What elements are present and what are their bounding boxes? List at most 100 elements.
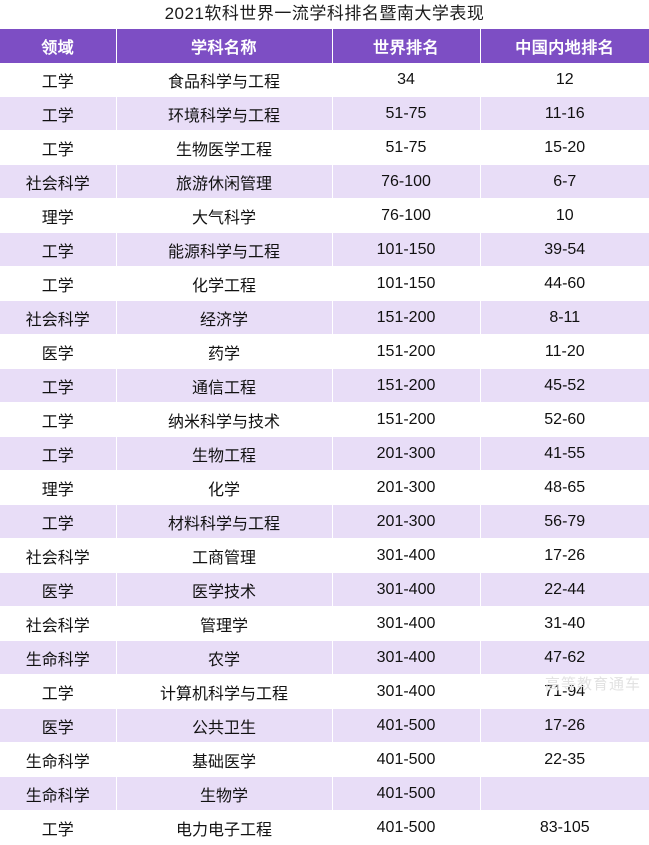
cell-china-rank: 17-26 — [480, 708, 649, 743]
cell-subject: 生物医学工程 — [116, 130, 333, 165]
cell-china-rank: 17-26 — [480, 538, 649, 573]
cell-subject: 农学 — [116, 640, 333, 675]
cell-subject: 计算机科学与工程 — [116, 674, 333, 709]
table-row: 工学 通信工程 151-200 45-52 — [0, 368, 649, 403]
cell-china-rank: 11-20 — [480, 334, 649, 369]
cell-china-rank: 10 — [480, 198, 649, 233]
cell-subject: 纳米科学与技术 — [116, 402, 333, 437]
column-header-field: 领域 — [0, 29, 117, 63]
cell-field: 工学 — [0, 674, 117, 709]
table-row: 社会科学 经济学 151-200 8-11 — [0, 300, 649, 335]
cell-china-rank: 39-54 — [480, 232, 649, 267]
table-row: 生命科学 生物学 401-500 — [0, 776, 649, 811]
cell-china-rank: 8-11 — [480, 300, 649, 335]
table-row: 工学 能源科学与工程 101-150 39-54 — [0, 232, 649, 267]
cell-subject: 公共卫生 — [116, 708, 333, 743]
cell-subject: 材料科学与工程 — [116, 504, 333, 539]
cell-subject: 化学 — [116, 470, 333, 505]
cell-subject: 医学技术 — [116, 572, 333, 607]
column-header-world-rank: 世界排名 — [332, 29, 481, 63]
cell-subject: 食品科学与工程 — [116, 63, 333, 97]
table-row: 工学 纳米科学与技术 151-200 52-60 — [0, 402, 649, 437]
cell-china-rank: 83-105 — [480, 810, 649, 845]
table-row: 理学 大气科学 76-100 10 — [0, 198, 649, 233]
cell-world-rank: 201-300 — [332, 436, 481, 471]
cell-field: 社会科学 — [0, 538, 117, 573]
cell-field: 社会科学 — [0, 164, 117, 199]
cell-field: 社会科学 — [0, 300, 117, 335]
table-row: 社会科学 旅游休闲管理 76-100 6-7 — [0, 164, 649, 199]
cell-china-rank: 45-52 — [480, 368, 649, 403]
cell-field: 生命科学 — [0, 742, 117, 777]
cell-subject: 生物学 — [116, 776, 333, 811]
cell-world-rank: 151-200 — [332, 334, 481, 369]
table-row: 工学 食品科学与工程 34 12 — [0, 63, 649, 97]
cell-world-rank: 34 — [332, 63, 481, 97]
table-row: 工学 材料科学与工程 201-300 56-79 — [0, 504, 649, 539]
cell-field: 生命科学 — [0, 640, 117, 675]
table-row: 理学 化学 201-300 48-65 — [0, 470, 649, 505]
cell-field: 工学 — [0, 402, 117, 437]
cell-china-rank: 44-60 — [480, 266, 649, 301]
cell-subject: 药学 — [116, 334, 333, 369]
cell-field: 工学 — [0, 96, 117, 131]
cell-world-rank: 401-500 — [332, 810, 481, 845]
table-row: 生命科学 基础医学 401-500 22-35 — [0, 742, 649, 777]
cell-world-rank: 151-200 — [332, 402, 481, 437]
cell-china-rank: 12 — [480, 63, 649, 97]
cell-world-rank: 101-150 — [332, 232, 481, 267]
cell-subject: 生物工程 — [116, 436, 333, 471]
cell-china-rank: 11-16 — [480, 96, 649, 131]
cell-world-rank: 301-400 — [332, 538, 481, 573]
table-body: 工学 食品科学与工程 34 12 工学 环境科学与工程 51-75 11-16 工学 生物医学工程… — [0, 63, 649, 845]
cell-subject: 化学工程 — [116, 266, 333, 301]
cell-china-rank: 52-60 — [480, 402, 649, 437]
cell-subject: 环境科学与工程 — [116, 96, 333, 131]
cell-china-rank — [480, 776, 649, 811]
cell-china-rank: 47-62 — [480, 640, 649, 675]
table-row: 工学 生物工程 201-300 41-55 — [0, 436, 649, 471]
cell-china-rank: 6-7 — [480, 164, 649, 199]
table-header-row: 领域 学科名称 世界排名 中国内地排名 — [0, 29, 649, 63]
table-row: 社会科学 管理学 301-400 31-40 — [0, 606, 649, 641]
cell-world-rank: 301-400 — [332, 674, 481, 709]
table-row: 医学 公共卫生 401-500 17-26 — [0, 708, 649, 743]
cell-china-rank: 22-44 — [480, 572, 649, 607]
table-row: 医学 医学技术 301-400 22-44 — [0, 572, 649, 607]
cell-world-rank: 76-100 — [332, 164, 481, 199]
cell-subject: 电力电子工程 — [116, 810, 333, 845]
table-row: 医学 药学 151-200 11-20 — [0, 334, 649, 369]
cell-field: 工学 — [0, 436, 117, 471]
cell-field: 理学 — [0, 198, 117, 233]
column-header-china-rank: 中国内地排名 — [480, 29, 649, 63]
cell-world-rank: 201-300 — [332, 504, 481, 539]
table-header: 领域 学科名称 世界排名 中国内地排名 — [0, 29, 649, 63]
table-row: 工学 生物医学工程 51-75 15-20 — [0, 130, 649, 165]
cell-subject: 基础医学 — [116, 742, 333, 777]
column-header-subject: 学科名称 — [116, 29, 333, 63]
cell-world-rank: 76-100 — [332, 198, 481, 233]
cell-world-rank: 301-400 — [332, 606, 481, 641]
cell-china-rank: 31-40 — [480, 606, 649, 641]
cell-world-rank: 301-400 — [332, 640, 481, 675]
cell-world-rank: 151-200 — [332, 368, 481, 403]
cell-field: 工学 — [0, 504, 117, 539]
cell-field: 社会科学 — [0, 606, 117, 641]
cell-world-rank: 401-500 — [332, 776, 481, 811]
cell-subject: 能源科学与工程 — [116, 232, 333, 267]
cell-field: 工学 — [0, 810, 117, 845]
cell-world-rank: 101-150 — [332, 266, 481, 301]
cell-china-rank: 56-79 — [480, 504, 649, 539]
cell-china-rank: 71-94 — [480, 674, 649, 709]
cell-field: 理学 — [0, 470, 117, 505]
table-row: 工学 环境科学与工程 51-75 11-16 — [0, 96, 649, 131]
cell-world-rank: 301-400 — [332, 572, 481, 607]
cell-china-rank: 41-55 — [480, 436, 649, 471]
cell-world-rank: 51-75 — [332, 96, 481, 131]
table-row: 工学 计算机科学与工程 301-400 71-94 — [0, 674, 649, 709]
cell-world-rank: 51-75 — [332, 130, 481, 165]
cell-china-rank: 15-20 — [480, 130, 649, 165]
table-row: 生命科学 农学 301-400 47-62 — [0, 640, 649, 675]
cell-world-rank: 201-300 — [332, 470, 481, 505]
table-row: 工学 电力电子工程 401-500 83-105 — [0, 810, 649, 845]
